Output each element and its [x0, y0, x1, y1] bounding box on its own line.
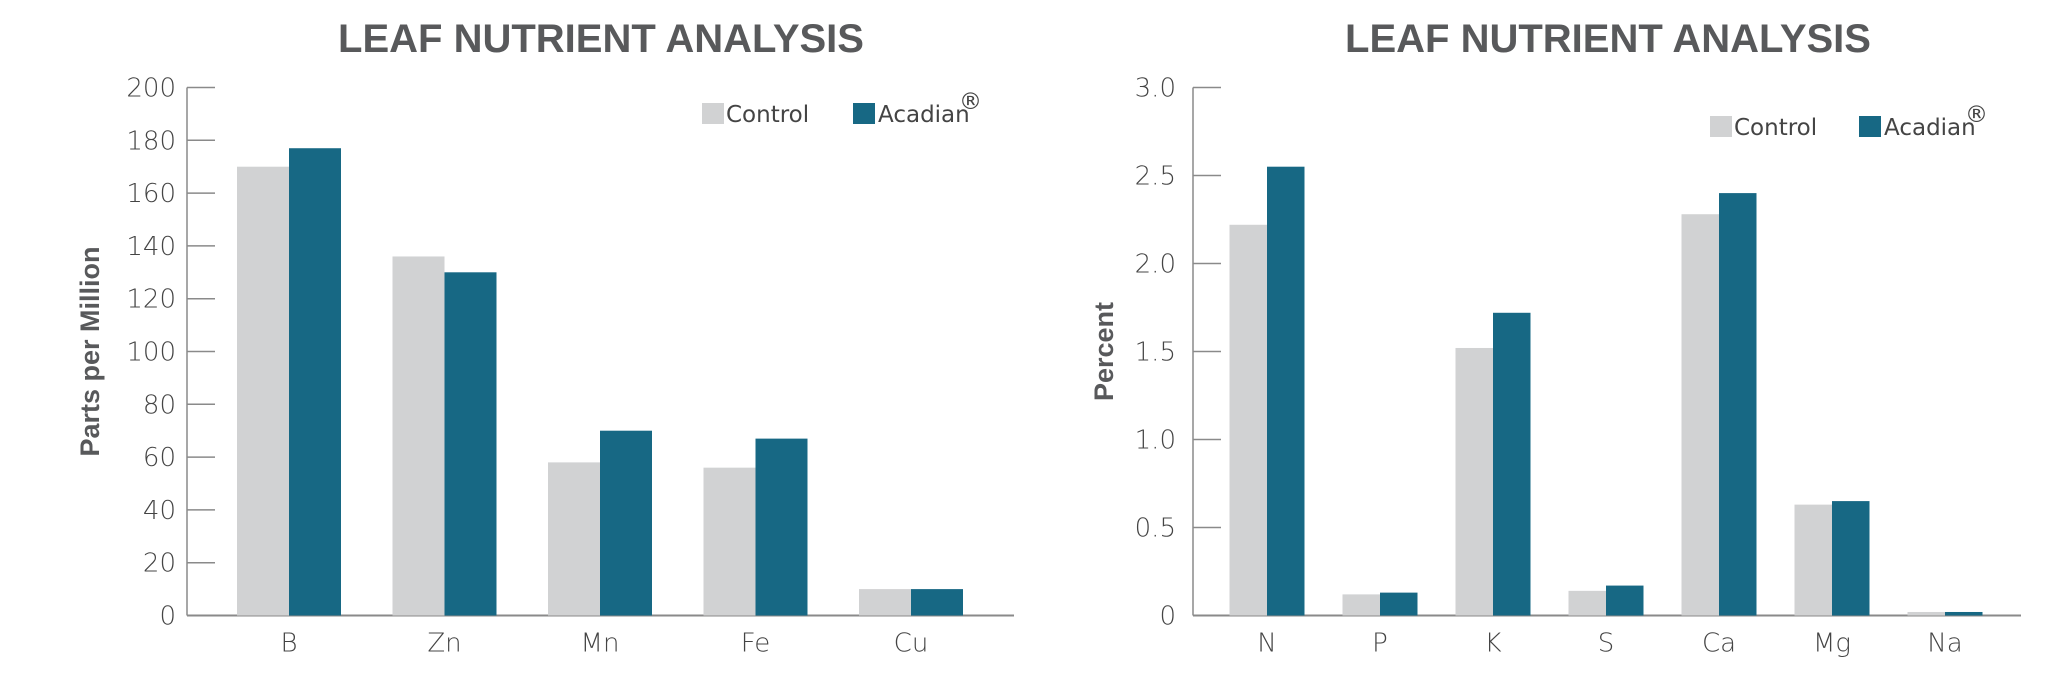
bar-control-b	[237, 166, 289, 616]
x-tick-label: S	[1598, 629, 1615, 659]
x-tick-label: P	[1372, 629, 1388, 659]
legend-registered-mark: ®	[959, 89, 982, 115]
legend-swatch-acadian	[1859, 116, 1881, 137]
chart-1: LEAF NUTRIENT ANALYSIS Parts per Million 0…	[75, 17, 1014, 659]
x-tick-label: N	[1257, 629, 1276, 659]
chart-2: LEAF NUTRIENT ANALYSIS Percent 0 0.5 1.0 1.5 2…	[1089, 17, 2021, 659]
bar-control-k	[1455, 347, 1493, 616]
y-tick-label: 3.0	[1135, 74, 1176, 104]
chart-title: LEAF NUTRIENT ANALYSIS	[338, 17, 864, 61]
y-tick-label: 60	[143, 443, 176, 473]
bar-control-s	[1568, 590, 1606, 616]
legend: Control Acadian®	[702, 89, 982, 128]
x-tick-label: Ca	[1702, 629, 1736, 659]
bar-acadian-na	[1945, 611, 1983, 616]
bar-acadian-n	[1267, 166, 1305, 616]
bar-acadian-s	[1606, 585, 1644, 616]
y-tick-label: 120	[126, 285, 176, 315]
y-tick-label: 160	[126, 179, 176, 209]
x-tick-label: Mn	[581, 629, 620, 659]
y-tick-label: 0	[1159, 602, 1176, 632]
bar-control-p	[1342, 594, 1380, 616]
legend: Control Acadian®	[1710, 102, 1988, 141]
bar-control-mg	[1794, 504, 1832, 616]
chart-title: LEAF NUTRIENT ANALYSIS	[1345, 17, 1871, 61]
bar-acadian-zn	[444, 272, 497, 616]
bar-acadian-p	[1380, 592, 1418, 616]
bar-acadian-mn	[600, 430, 652, 616]
bar-control-ca	[1681, 214, 1719, 616]
bar-control-cu	[859, 589, 911, 616]
bar-acadian-mg	[1832, 501, 1870, 616]
legend-swatch-control	[702, 103, 724, 124]
y-tick-label: 20	[143, 549, 176, 579]
bar-control-na	[1907, 611, 1945, 616]
y-axis-label: Percent	[1089, 302, 1119, 401]
bar-acadian-b	[289, 148, 341, 616]
y-tick-label: 2.0	[1135, 250, 1176, 280]
y-tick-label: 200	[126, 74, 176, 104]
bar-acadian-ca	[1719, 193, 1757, 616]
y-axis-label: Parts per Million	[75, 246, 105, 456]
legend-swatch-control	[1710, 116, 1732, 137]
legend-registered-mark: ®	[1965, 102, 1988, 128]
y-tick-label: 1.5	[1135, 338, 1176, 368]
x-tick-label: Zn	[427, 629, 461, 659]
bar-control-fe	[703, 467, 756, 616]
bar-acadian-k	[1493, 312, 1531, 616]
y-tick-label: 80	[143, 390, 176, 420]
legend-label-acadian: Acadian	[878, 102, 970, 128]
x-tick-label: Fe	[741, 629, 771, 659]
bar-acadian-fe	[755, 438, 808, 616]
legend-label-control: Control	[1734, 115, 1817, 141]
legend-swatch-acadian	[853, 103, 875, 124]
x-tick-label: Cu	[894, 629, 929, 659]
y-tick-label: 140	[126, 232, 176, 262]
y-tick-label: 0	[159, 602, 176, 632]
legend-label-acadian: Acadian	[1884, 115, 1976, 141]
x-tick-label: Na	[1927, 629, 1962, 659]
y-tick-label: 1.0	[1135, 426, 1176, 456]
bar-control-zn	[392, 256, 445, 616]
y-tick-label: 0.5	[1135, 514, 1176, 544]
y-tick-label: 40	[143, 496, 176, 526]
y-tick-label: 100	[126, 338, 176, 368]
y-tick-label: 180	[126, 126, 176, 156]
bar-acadian-cu	[911, 589, 963, 616]
legend-label-control: Control	[726, 102, 809, 128]
y-tick-label: 2.5	[1135, 162, 1176, 192]
x-tick-label: Mg	[1813, 629, 1851, 659]
x-tick-label: B	[280, 629, 297, 659]
x-tick-label: K	[1484, 629, 1501, 659]
bar-control-mn	[548, 462, 600, 616]
bar-control-n	[1229, 224, 1267, 616]
